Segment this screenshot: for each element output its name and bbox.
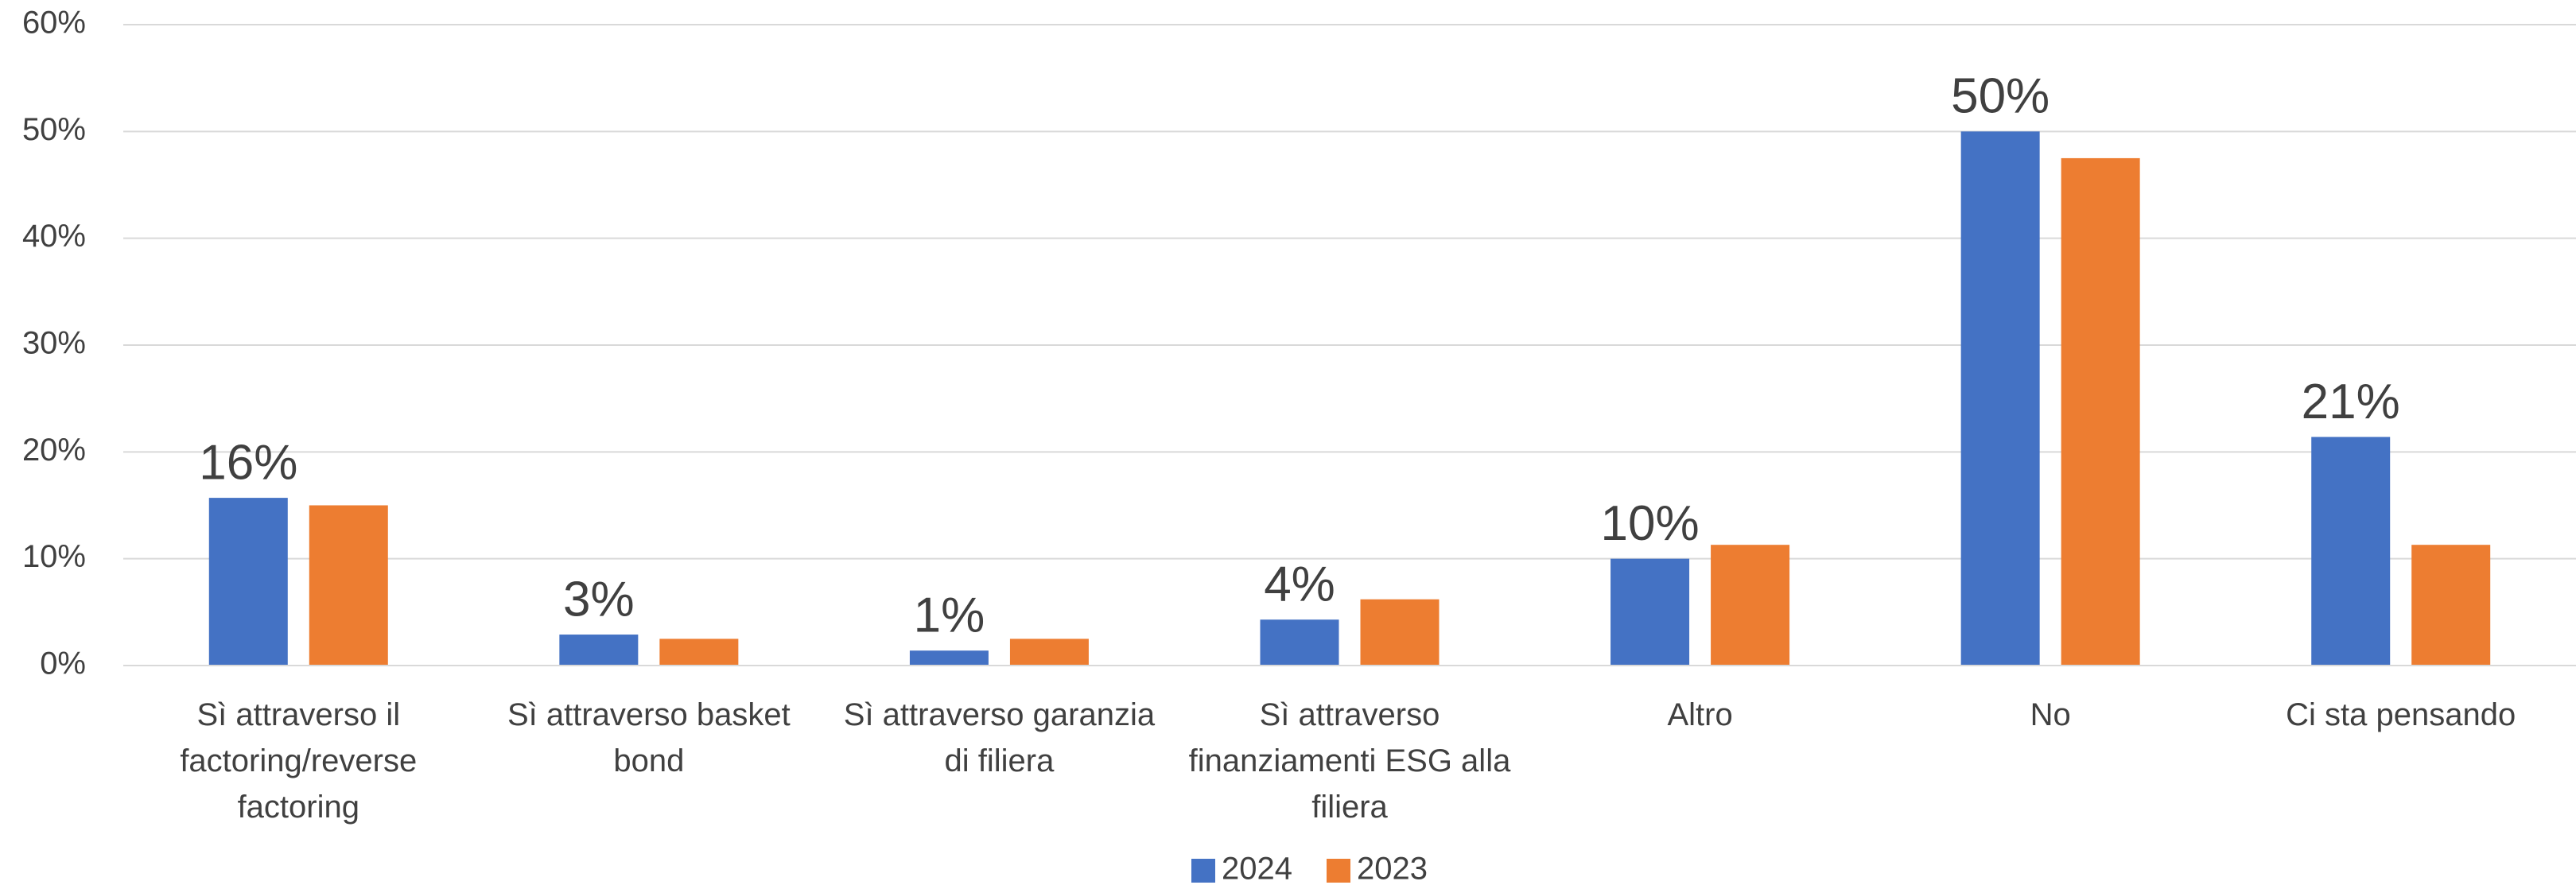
legend-label: 2024: [1222, 852, 1292, 885]
bar: [559, 635, 639, 666]
data-label: 3%: [563, 572, 635, 627]
y-tick-label: 10%: [22, 539, 86, 574]
bar: [1260, 619, 1339, 666]
x-tick-label: Sì attraverso il factoring/reverse facto…: [180, 697, 418, 825]
data-label: 4%: [1264, 557, 1335, 612]
legend-swatch: [1191, 859, 1215, 883]
y-tick-label: 20%: [22, 433, 86, 468]
y-tick-label: 50%: [22, 112, 86, 147]
x-tick-label: Altro: [1667, 697, 1733, 732]
bar: [1360, 599, 1440, 666]
bar: [1960, 131, 2040, 666]
y-tick-label: 30%: [22, 326, 86, 361]
x-tick-label: Ci sta pensando: [2286, 697, 2516, 732]
data-label: 10%: [1601, 496, 1700, 551]
x-tick-label: Sì attraverso finanziamenti ESG alla fil…: [1188, 697, 1511, 825]
y-tick-label: 40%: [22, 219, 86, 254]
bar: [2311, 437, 2391, 666]
x-tick-label: Sì attraverso basket bond: [507, 697, 791, 778]
bar: [1009, 639, 1089, 666]
x-tick-label: Sì attraverso garanzia di filiera: [843, 697, 1156, 778]
data-label: 50%: [1951, 69, 2050, 124]
bar: [208, 498, 288, 666]
bar: [2061, 157, 2140, 666]
y-tick-label: 0%: [40, 646, 86, 681]
bar: [2411, 545, 2491, 666]
legend-swatch: [1327, 859, 1350, 883]
bar: [1711, 545, 1790, 666]
data-label: 1%: [914, 588, 985, 643]
data-label: 16%: [199, 435, 297, 490]
bar: [909, 650, 989, 666]
data-label: 21%: [2302, 375, 2400, 429]
bar: [309, 505, 388, 666]
x-tick-label: No: [2030, 697, 2071, 732]
y-tick-label: 60%: [22, 6, 86, 41]
bar: [1610, 558, 1690, 666]
legend-label: 2023: [1357, 852, 1428, 885]
bar: [659, 639, 739, 666]
